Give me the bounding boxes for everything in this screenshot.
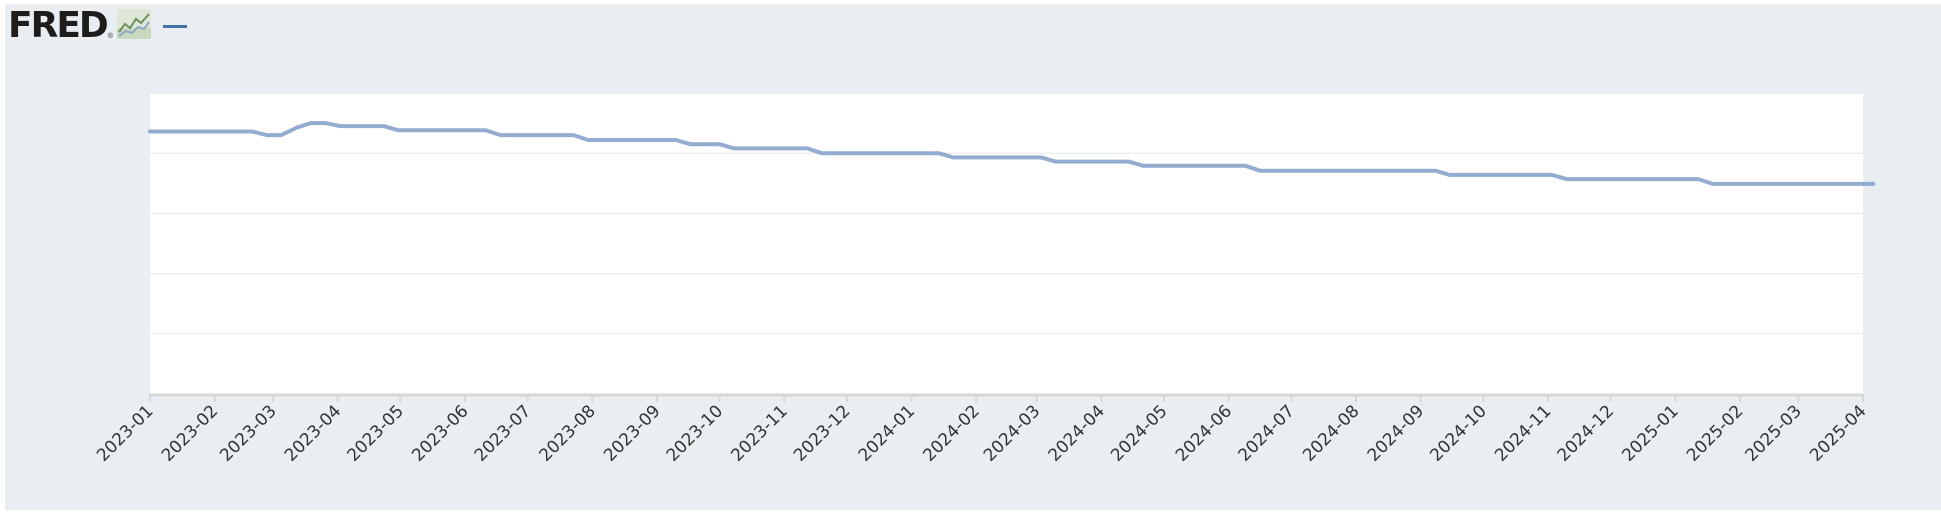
x-tick-label: 2023-07 [471, 401, 535, 465]
x-tick-label: 2023-09 [600, 401, 664, 465]
chart-header: FRED ® [8, 6, 187, 46]
x-tick-label: 2024-04 [1045, 401, 1109, 465]
x-tick-label: 2023-01 [93, 401, 157, 465]
x-tick-label: 2025-03 [1741, 401, 1805, 465]
x-tick-label: 2024-07 [1234, 401, 1298, 465]
x-tick-label: 2023-02 [158, 401, 222, 465]
legend-swatch [162, 24, 187, 28]
x-tick-label: 2024-10 [1426, 401, 1490, 465]
x-tick-label: 2023-06 [408, 401, 472, 465]
x-tick-label: 2024-06 [1172, 401, 1236, 465]
x-tick-label: 2023-05 [344, 401, 408, 465]
x-tick-label: 2025-01 [1618, 401, 1682, 465]
plot-background [150, 93, 1863, 394]
x-tick-label: 2023-03 [216, 401, 280, 465]
x-tick-label: 2024-12 [1554, 401, 1618, 465]
x-tick-label: 2023-04 [281, 401, 345, 465]
x-tick-label: 2023-12 [790, 401, 854, 465]
x-tick-label: 2024-09 [1364, 401, 1428, 465]
x-tick-label: 2024-11 [1491, 401, 1555, 465]
plot-area [150, 93, 1863, 394]
x-tick-label: 2024-08 [1299, 401, 1363, 465]
registered-mark: ® [107, 33, 113, 40]
x-tick-label: 2023-10 [663, 401, 727, 465]
x-tick-label: 2023-08 [536, 401, 600, 465]
x-tick-label: 2024-02 [919, 401, 983, 465]
gridlines [150, 92, 1863, 335]
series-line [148, 121, 1876, 186]
x-tick-label: 2023-11 [727, 401, 791, 465]
x-tick-label: 2024-03 [980, 401, 1044, 465]
x-tick-label: 2024-05 [1107, 401, 1171, 465]
series-group [148, 121, 1876, 186]
line-chart-icon [116, 8, 151, 44]
fred-logo[interactable]: FRED [8, 5, 109, 46]
x-tick-label: 2025-02 [1683, 401, 1747, 465]
x-tick-label: 2024-01 [855, 401, 919, 465]
x-tick-label: 2025-04 [1806, 401, 1870, 465]
